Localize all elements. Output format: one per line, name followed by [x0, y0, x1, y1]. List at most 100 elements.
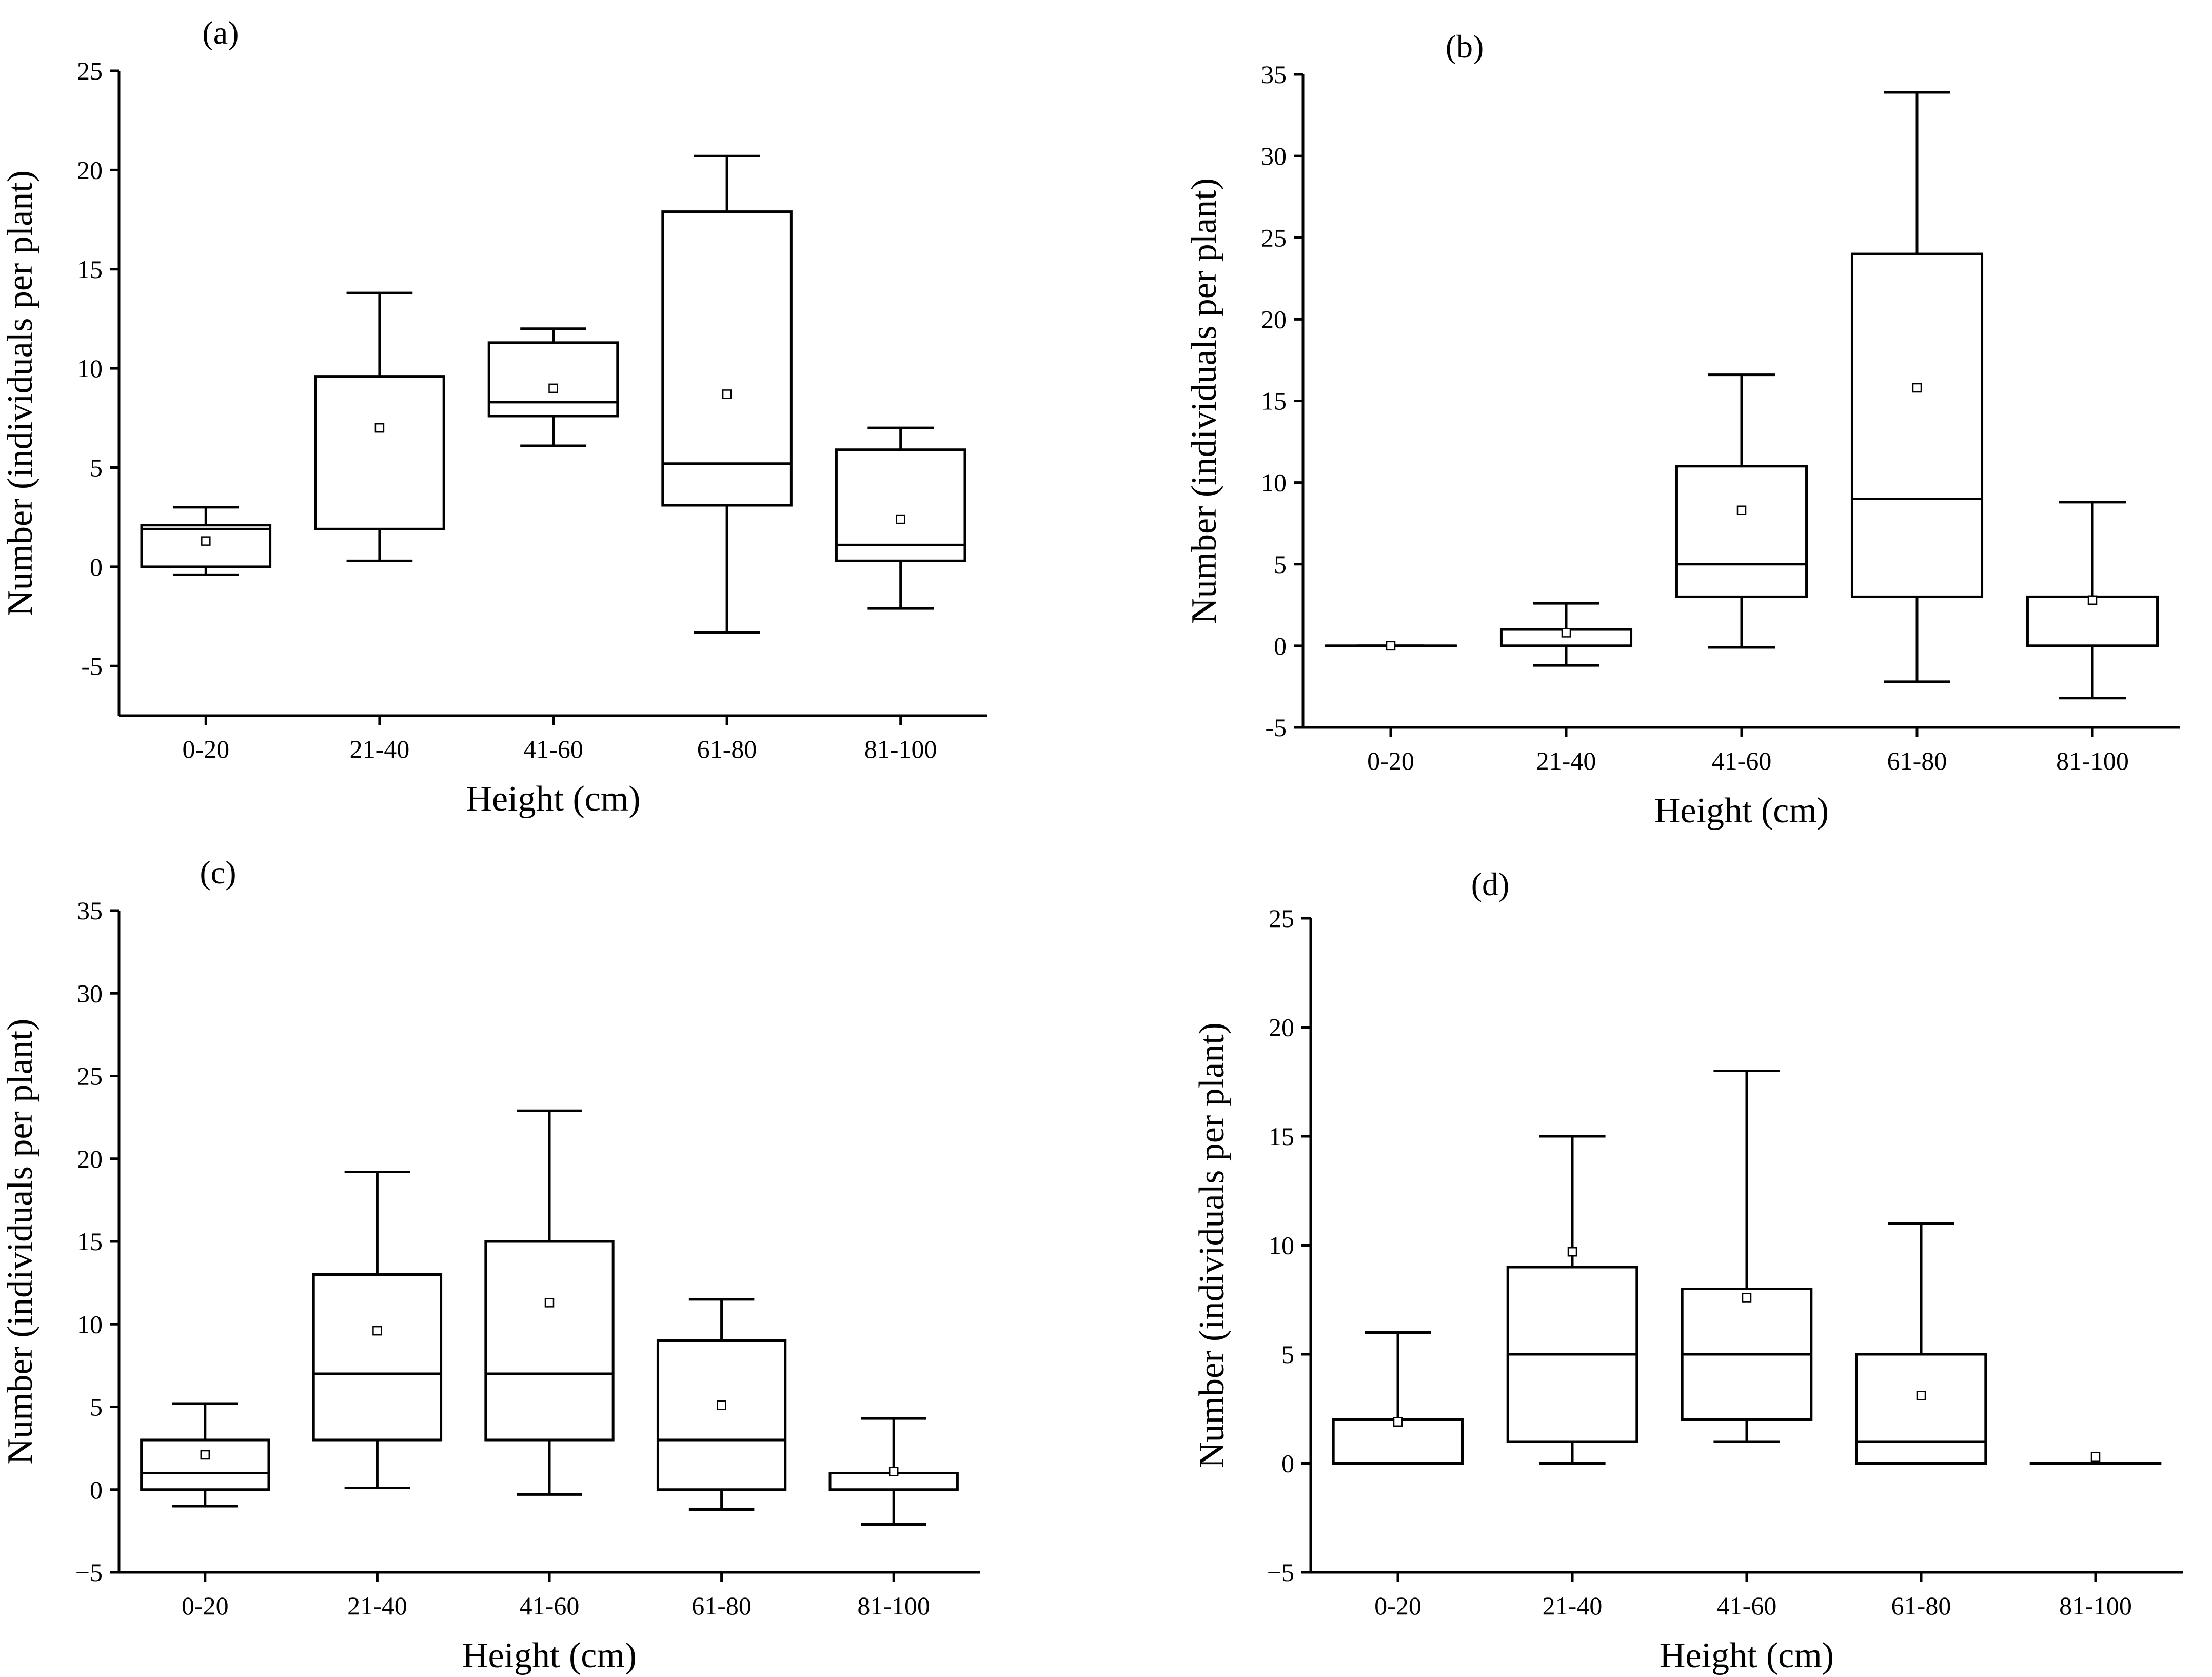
mean-marker	[1912, 383, 1922, 393]
box-61-80	[1850, 91, 1984, 683]
x-tick-label: 61-80	[692, 1591, 752, 1620]
panel-label: (a)	[202, 14, 239, 51]
y-tick-label: 0	[90, 553, 103, 581]
mean-marker	[888, 1467, 899, 1476]
box-41-60	[1675, 373, 1808, 649]
panel-label: (d)	[1471, 866, 1510, 902]
mean-marker	[1916, 1391, 1926, 1400]
iqr-box	[661, 210, 793, 507]
y-tick-label: 0	[1281, 1449, 1294, 1478]
y-tick-label: 10	[77, 354, 103, 383]
mean-marker	[201, 536, 211, 546]
x-tick-label: 0-20	[1374, 1591, 1421, 1620]
mean-marker	[896, 514, 905, 524]
x-tick-label: 21-40	[350, 735, 410, 763]
mean-marker	[1386, 641, 1396, 651]
y-tick-label: 20	[77, 1145, 103, 1173]
iqr-box	[314, 375, 445, 530]
box-0-20	[1324, 641, 1457, 651]
box-21-40	[312, 1171, 443, 1490]
x-tick-label: 0-20	[182, 1591, 229, 1620]
y-tick-label: 10	[1261, 468, 1287, 497]
box-81-100	[2029, 1452, 2162, 1465]
x-tick-label: 61-80	[1891, 1591, 1951, 1620]
y-tick-label: 25	[1261, 223, 1287, 252]
y-tick-label: 5	[90, 453, 103, 482]
mean-marker	[200, 1450, 210, 1460]
y-tick-label: −5	[75, 1558, 103, 1587]
chart-panel-4: (d) −5 0 5 10 15 20 25 0-20 21-40 41-60 61-80 81-100…	[1192, 866, 2183, 1675]
y-tick-label: 0	[90, 1475, 103, 1504]
x-tick-label: 0-20	[1367, 746, 1414, 775]
box-41-60	[484, 1109, 615, 1496]
y-tick-label: 15	[77, 255, 103, 284]
y-tick-label: 5	[1274, 550, 1287, 579]
y-tick-label: -5	[1265, 713, 1287, 742]
x-tick-label: 81-100	[2056, 746, 2129, 775]
mean-marker	[1567, 1247, 1577, 1257]
x-tick-label: 21-40	[1536, 746, 1596, 775]
x-tick-label: 61-80	[1887, 746, 1947, 775]
iqr-box	[487, 341, 619, 418]
x-tick-label: 0-20	[182, 735, 229, 763]
y-tick-label: 20	[1269, 1013, 1294, 1042]
box-0-20	[140, 506, 272, 576]
y-tick-label: 15	[77, 1227, 103, 1256]
iqr-box	[1675, 465, 1808, 598]
x-tick-label: 41-60	[520, 1591, 580, 1620]
box-41-60	[1681, 1070, 1813, 1443]
x-tick-label: 81-100	[864, 735, 937, 763]
x-tick-label: 41-60	[523, 735, 583, 763]
y-tick-label: 15	[1261, 387, 1287, 416]
iqr-box	[656, 1339, 787, 1491]
iqr-box	[1850, 252, 1984, 598]
mean-marker	[717, 1400, 726, 1410]
y-tick-label: -5	[81, 652, 103, 680]
x-axis-title: Height (cm)	[1660, 1636, 1834, 1675]
y-tick-label: −5	[1267, 1558, 1294, 1587]
x-tick-label: 21-40	[347, 1591, 407, 1620]
y-tick-label: 10	[1269, 1231, 1294, 1260]
y-tick-label: 0	[1274, 632, 1287, 660]
mean-marker	[548, 383, 558, 393]
mean-marker	[374, 423, 385, 433]
y-tick-label: 20	[1261, 305, 1287, 333]
iqr-box	[1855, 1353, 1987, 1465]
y-tick-label: 25	[77, 56, 103, 85]
y-tick-label: 20	[77, 155, 103, 184]
box-21-40	[1499, 602, 1633, 667]
y-axis-title: Number (individuals per plant)	[1, 170, 40, 616]
box-81-100	[2026, 501, 2159, 700]
x-axis-title: Height (cm)	[466, 779, 640, 819]
iqr-box	[140, 1438, 270, 1491]
box-21-40	[1506, 1135, 1638, 1465]
mean-marker	[1393, 1417, 1403, 1427]
x-axis-title: Height (cm)	[462, 1636, 637, 1675]
iqr-box	[312, 1273, 443, 1442]
mean-marker	[722, 389, 732, 399]
mean-marker	[544, 1298, 555, 1308]
box-81-100	[835, 426, 966, 610]
box-81-100	[828, 1417, 959, 1526]
x-axis-title: Height (cm)	[1654, 791, 1829, 831]
mean-marker	[2087, 595, 2098, 605]
y-tick-label: 25	[77, 1062, 103, 1091]
iqr-box	[140, 524, 272, 568]
y-axis-title: Number (individuals per plant)	[1192, 1022, 1232, 1468]
y-tick-label: 5	[90, 1393, 103, 1422]
y-tick-label: 10	[77, 1310, 103, 1338]
y-tick-label: 30	[1261, 142, 1287, 170]
x-tick-label: 81-100	[857, 1591, 930, 1620]
y-tick-label: 35	[77, 896, 103, 925]
box-0-20	[1332, 1331, 1464, 1465]
chart-panel-1: (a) -5 0 5 10 15 20 25 0-20 21-40 41-60 61-80 81-100…	[1, 14, 988, 819]
box-21-40	[314, 291, 445, 562]
y-tick-label: 25	[1269, 904, 1294, 933]
y-axis-title: Number (individuals per plant)	[1184, 178, 1224, 624]
x-tick-label: 21-40	[1543, 1591, 1603, 1620]
chart-panel-3: (c) −5 0 5 10 15 20 25 30 35 0-20 21-40 41-60 61-80 81…	[1, 854, 980, 1675]
y-tick-label: 30	[77, 979, 103, 1008]
box-0-20	[140, 1402, 270, 1508]
y-tick-label: 35	[1261, 60, 1287, 89]
